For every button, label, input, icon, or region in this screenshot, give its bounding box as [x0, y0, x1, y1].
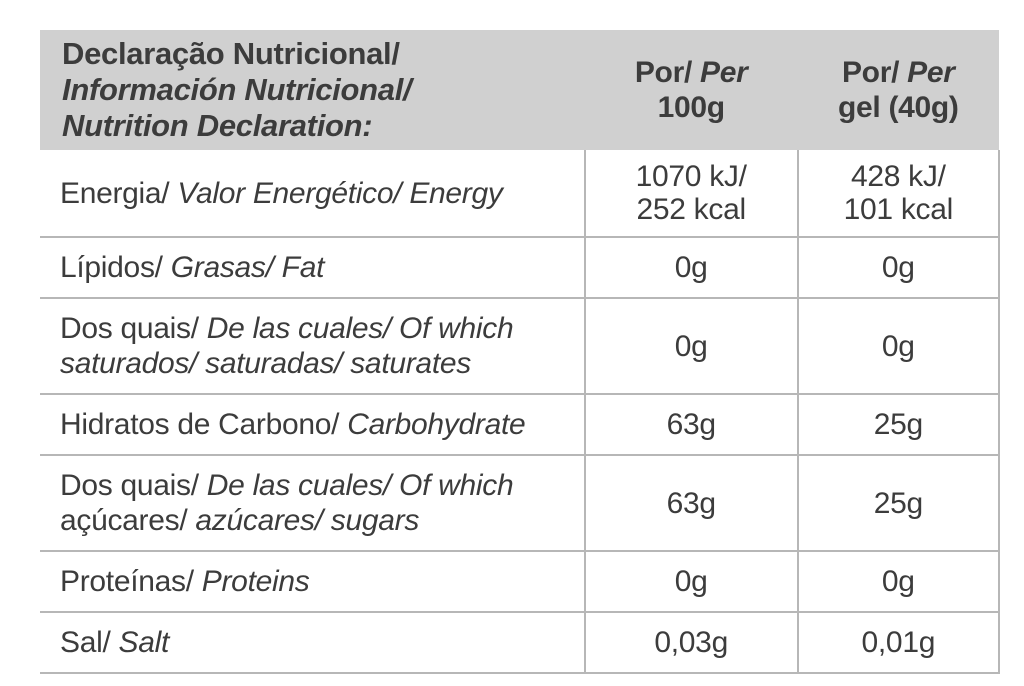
nutrient-label: Dos quais/ De las cuales/ Of which satur… — [40, 298, 586, 395]
value-per-100g: 0g — [584, 298, 799, 395]
title-line-es: Información Nutricional/ — [62, 72, 412, 107]
value-per-gel: 0g — [797, 551, 1001, 613]
nutrient-label: Proteínas/ Proteins — [40, 551, 586, 613]
value-per-gel: 0g — [797, 237, 1001, 299]
nutrient-label: Lípidos/ Grasas/ Fat — [40, 237, 586, 299]
nutrient-label: Energia/ Valor Energético/ Energy — [40, 150, 586, 238]
value-per-100g: 0,03g — [584, 612, 799, 674]
per-100g-amount: 100g — [657, 91, 725, 124]
column-header-per-100g: Por/ Per 100g — [584, 30, 798, 150]
per-gel-amount: gel (40g) — [837, 91, 959, 124]
per-100g-per: Per — [700, 56, 748, 89]
per-100g-por: Por/ — [634, 56, 701, 89]
value-per-gel: 0g — [797, 298, 1001, 395]
table-title: Declaração Nutricional/ Información Nutr… — [40, 30, 585, 150]
table-body: Energia/ Valor Energético/ Energy 1070 kJ… — [40, 150, 1001, 674]
nutrient-row: Lípidos/ Grasas/ Fat 0g 0g — [40, 237, 1001, 299]
per-gel-per: Per — [907, 56, 955, 89]
value-per-100g: 63g — [584, 455, 799, 552]
nutrient-row: Proteínas/ Proteins 0g 0g — [40, 551, 1001, 613]
value-per-gel: 25g — [797, 455, 1001, 552]
value-per-100g: 0g — [584, 237, 799, 299]
nutrition-table: Declaração Nutricional/ Información Nutr… — [40, 30, 1001, 674]
value-per-gel: 25g — [797, 394, 1001, 456]
value-per-100g: 63g — [584, 394, 799, 456]
value-per-gel: 428 kJ/101 kcal — [797, 150, 1001, 238]
nutrient-row: Hidratos de Carbono/ Carbohydrate 63g 25g — [40, 394, 1001, 456]
title-line-pt: Declaração Nutricional/ — [62, 36, 400, 71]
nutrient-row: Sal/ Salt 0,03g 0,01g — [40, 612, 1001, 674]
nutrient-label: Sal/ Salt — [40, 612, 586, 674]
value-per-100g: 1070 kJ/252 kcal — [584, 150, 799, 238]
value-per-gel: 0,01g — [797, 612, 1001, 674]
nutrient-row: Dos quais/ De las cuales/ Of which açúca… — [40, 455, 1001, 552]
nutrient-label: Hidratos de Carbono/ Carbohydrate — [40, 394, 586, 456]
header-row: Declaração Nutricional/ Información Nutr… — [40, 30, 999, 150]
table-header: Declaração Nutricional/ Información Nutr… — [40, 30, 999, 150]
nutrient-row: Dos quais/ De las cuales/ Of which satur… — [40, 298, 1001, 395]
title-line-en: Nutrition Declaration: — [62, 108, 373, 143]
nutrient-label: Dos quais/ De las cuales/ Of which açúca… — [40, 455, 586, 552]
per-gel-por: Por/ — [841, 56, 908, 89]
nutrient-row: Energia/ Valor Energético/ Energy 1070 kJ… — [40, 150, 1001, 238]
nutrition-declaration-panel: Declaração Nutricional/ Información Nutr… — [40, 30, 1001, 674]
value-per-100g: 0g — [584, 551, 799, 613]
column-header-per-gel: Por/ Per gel (40g) — [797, 30, 999, 150]
